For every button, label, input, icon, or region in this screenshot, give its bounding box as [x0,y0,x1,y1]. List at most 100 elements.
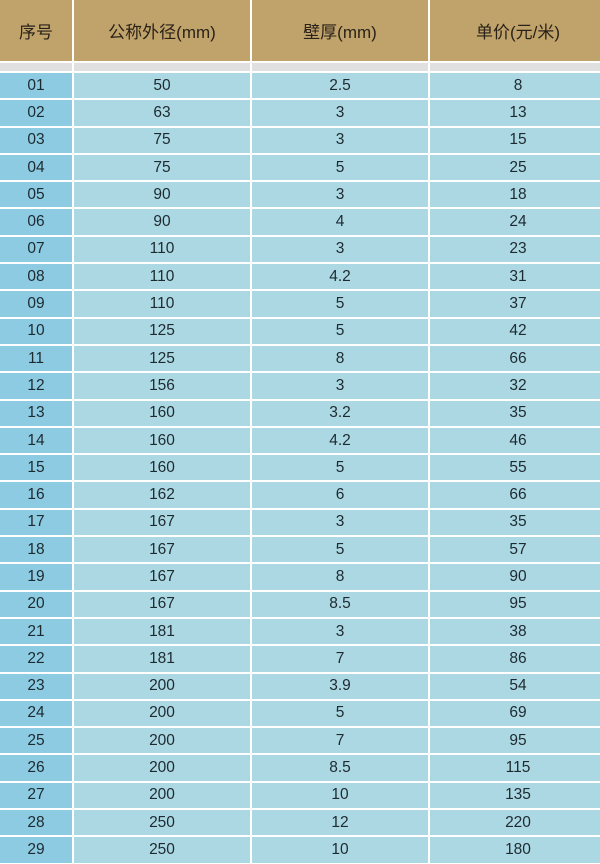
cell-wall-thickness: 12 [252,810,428,836]
cell-outer-diameter: 250 [74,810,250,836]
header-outer-diameter: 公称外径(mm) [74,0,250,61]
cell-unit-price: 31 [430,264,600,290]
table-row: 05 90 3 18 [0,182,600,208]
cell-index: 09 [0,291,72,317]
cell-outer-diameter: 160 [74,455,250,481]
table-row: 06 90 4 24 [0,209,600,235]
table-row: 27 200 10 135 [0,782,600,809]
cell-unit-price: 8 [430,73,600,99]
cell-unit-price: 90 [430,564,600,590]
cell-unit-price: 35 [430,400,600,426]
cell-index: 29 [0,837,72,863]
cell-outer-diameter: 200 [74,782,250,809]
cell-index: 22 [0,646,72,672]
cell-wall-thickness: 3 [252,236,428,263]
cell-wall-thickness: 6 [252,482,428,508]
cell-unit-price: 37 [430,291,600,317]
cell-index: 02 [0,100,72,126]
table-header: 序号 公称外径(mm) 壁厚(mm) 单价(元/米) [0,0,600,61]
cell-outer-diameter: 250 [74,837,250,863]
cell-outer-diameter: 125 [74,345,250,372]
table-row: 20 167 8.5 95 [0,591,600,617]
cell-wall-thickness: 3 [252,509,428,536]
header-index: 序号 [0,0,72,61]
cell-wall-thickness: 3.9 [252,673,428,699]
cell-index: 12 [0,373,72,399]
cell-index: 08 [0,264,72,290]
cell-unit-price: 23 [430,236,600,263]
cell-index: 11 [0,345,72,372]
cell-wall-thickness: 8.5 [252,591,428,617]
table-row: 18 167 5 57 [0,537,600,563]
table-row: 11 125 8 66 [0,345,600,372]
cell-outer-diameter: 50 [74,73,250,99]
table-row: 12 156 3 32 [0,373,600,399]
table-row: 26 200 8.5 115 [0,755,600,781]
table-row: 07 110 3 23 [0,236,600,263]
cell-index: 04 [0,154,72,181]
cell-unit-price: 95 [430,591,600,617]
cell-outer-diameter: 200 [74,673,250,699]
cell-outer-diameter: 181 [74,618,250,645]
cell-unit-price: 32 [430,373,600,399]
cell-unit-price: 220 [430,810,600,836]
cell-outer-diameter: 90 [74,209,250,235]
table-row: 29 250 10 180 [0,837,600,863]
cell-wall-thickness: 10 [252,837,428,863]
cell-wall-thickness: 3 [252,618,428,645]
cell-wall-thickness: 5 [252,700,428,727]
cell-index: 07 [0,236,72,263]
cell-wall-thickness: 3 [252,182,428,208]
cell-outer-diameter: 162 [74,482,250,508]
cell-outer-diameter: 167 [74,564,250,590]
cell-index: 23 [0,673,72,699]
cell-wall-thickness: 4 [252,209,428,235]
cell-outer-diameter: 125 [74,318,250,344]
cell-unit-price: 55 [430,455,600,481]
cell-index: 06 [0,209,72,235]
table-row: 25 200 7 95 [0,728,600,754]
cell-index: 24 [0,700,72,727]
cell-outer-diameter: 181 [74,646,250,672]
cell-index: 18 [0,537,72,563]
cell-unit-price: 66 [430,482,600,508]
cell-unit-price: 13 [430,100,600,126]
cell-outer-diameter: 167 [74,509,250,536]
cell-unit-price: 24 [430,209,600,235]
table-row: 01 50 2.5 8 [0,73,600,99]
cell-outer-diameter: 90 [74,182,250,208]
table-row: 21 181 3 38 [0,618,600,645]
cell-unit-price: 18 [430,182,600,208]
cell-outer-diameter: 160 [74,400,250,426]
cell-wall-thickness: 5 [252,537,428,563]
cell-wall-thickness: 2.5 [252,73,428,99]
cell-unit-price: 66 [430,345,600,372]
cell-unit-price: 25 [430,154,600,181]
cell-wall-thickness: 3.2 [252,400,428,426]
table-row: 13 160 3.2 35 [0,400,600,426]
table-row: 15 160 5 55 [0,455,600,481]
cell-unit-price: 86 [430,646,600,672]
table-row: 08 110 4.2 31 [0,264,600,290]
cell-unit-price: 135 [430,782,600,809]
table-row: 02 63 3 13 [0,100,600,126]
separator-strip [0,63,600,71]
cell-index: 13 [0,400,72,426]
cell-unit-price: 38 [430,618,600,645]
cell-index: 27 [0,782,72,809]
cell-wall-thickness: 4.2 [252,264,428,290]
cell-unit-price: 115 [430,755,600,781]
cell-index: 16 [0,482,72,508]
header-wall-thickness: 壁厚(mm) [252,0,428,61]
table-row: 03 75 3 15 [0,127,600,153]
table-row: 22 181 7 86 [0,646,600,672]
cell-wall-thickness: 5 [252,291,428,317]
cell-unit-price: 69 [430,700,600,727]
cell-outer-diameter: 110 [74,236,250,263]
cell-unit-price: 95 [430,728,600,754]
cell-index: 19 [0,564,72,590]
cell-index: 20 [0,591,72,617]
cell-wall-thickness: 5 [252,154,428,181]
cell-wall-thickness: 4.2 [252,427,428,454]
cell-outer-diameter: 63 [74,100,250,126]
